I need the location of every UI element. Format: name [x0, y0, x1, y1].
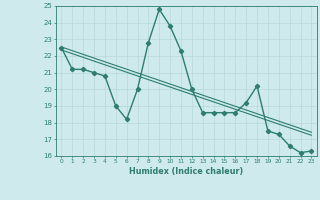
- X-axis label: Humidex (Indice chaleur): Humidex (Indice chaleur): [129, 167, 244, 176]
